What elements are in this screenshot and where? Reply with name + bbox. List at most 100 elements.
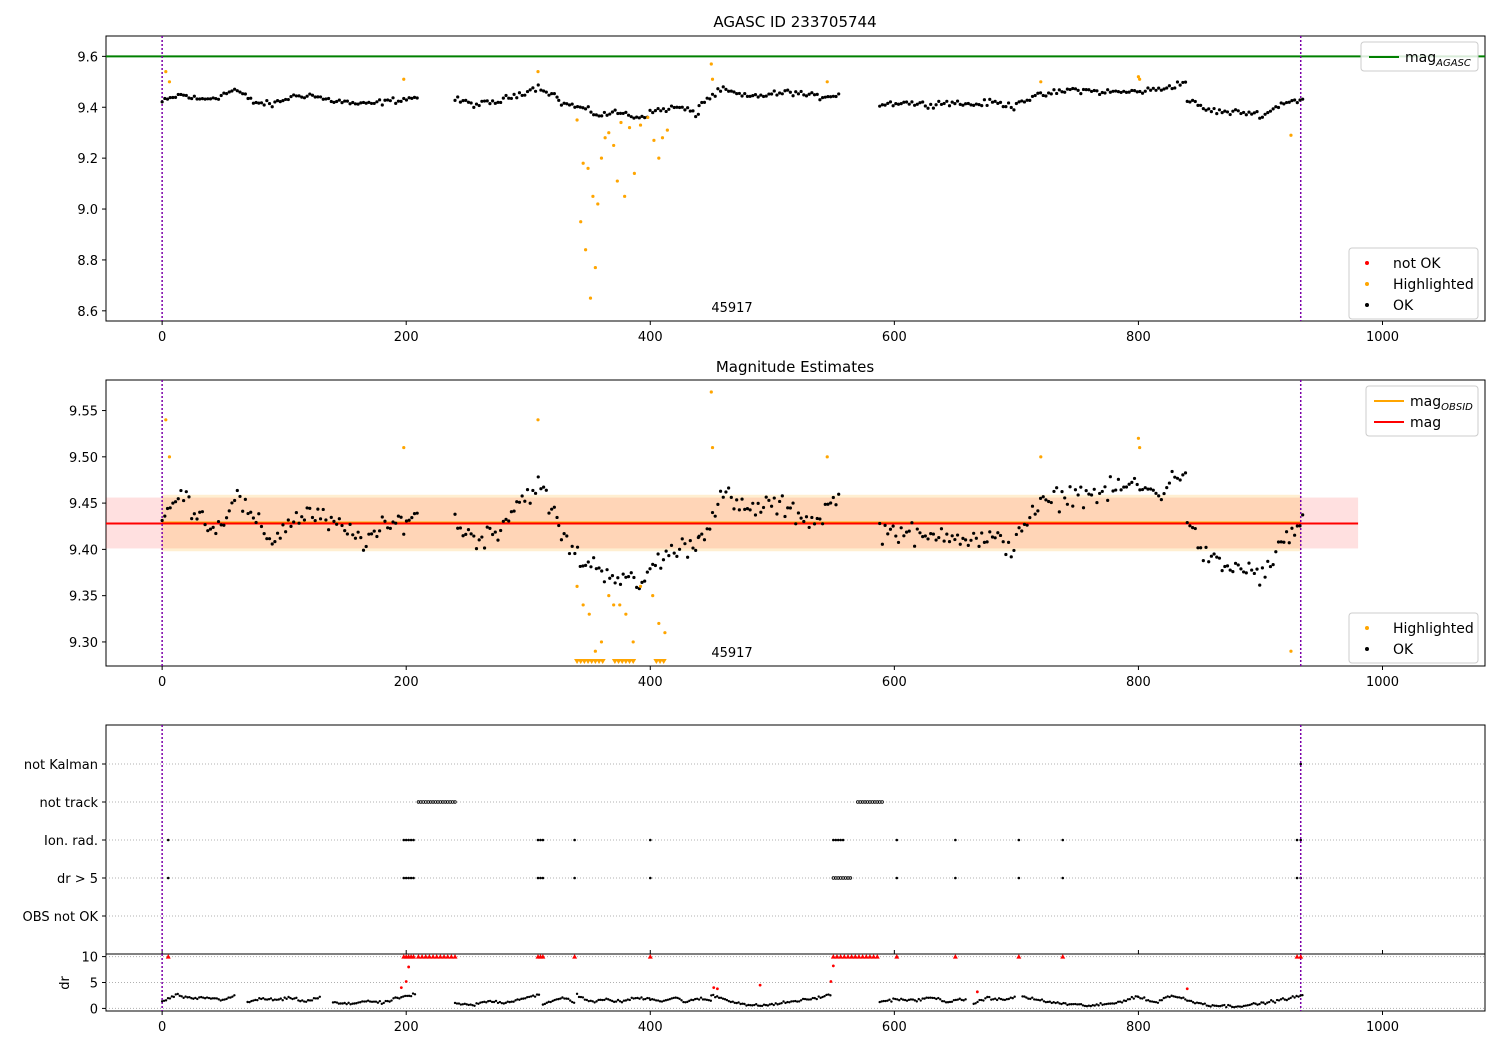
estimates-ok-point <box>1183 471 1188 475</box>
agasc-ok-point <box>575 105 580 109</box>
dr-ok-point <box>1130 995 1134 999</box>
dr-capped-marker <box>423 954 429 959</box>
dr-ok-point <box>958 997 961 1000</box>
dr-ok-point <box>599 998 602 1002</box>
estimates-bottom-legend-dot-swatch <box>1365 626 1369 630</box>
dr-ok-point <box>1158 999 1162 1002</box>
dr-ok-point <box>1187 999 1191 1002</box>
dr-capped-marker <box>441 954 447 959</box>
dr-ok-point <box>316 997 320 1000</box>
dr-ok-point <box>347 1001 350 1004</box>
estimates-ok-point <box>618 582 623 586</box>
agasc-ok-point <box>216 97 221 101</box>
dr-ok-point <box>1001 998 1005 1001</box>
dr-ok-point <box>1126 998 1130 1001</box>
dr-ok-point <box>896 998 899 1001</box>
agasc-ok-point <box>794 90 798 94</box>
dr-ok-point <box>483 1000 486 1004</box>
agasc-ok-point <box>880 103 884 107</box>
agasc-ok-point <box>969 103 973 107</box>
dr-ok-point <box>1281 997 1285 1000</box>
estimates-ok-point <box>602 580 606 584</box>
agasc-ok-point <box>891 104 895 108</box>
dr-ok-point <box>821 995 824 999</box>
dr-ok-point <box>1283 998 1287 1001</box>
estimates-ok-point <box>669 543 674 548</box>
agasc-ok-point <box>525 89 530 94</box>
agasc-ok-point <box>788 90 792 94</box>
dr-ok-point <box>477 1002 480 1005</box>
estimates-ok-point <box>195 517 199 521</box>
dr-ok-point <box>555 998 558 1001</box>
estimates-ok-point <box>402 532 406 536</box>
agasc-ok-point <box>238 90 242 94</box>
dr-red-point <box>1185 987 1189 991</box>
agasc-ok-point <box>1217 108 1222 112</box>
dr-ok-point <box>799 999 803 1002</box>
estimates-ok-point <box>680 537 684 541</box>
estimates-highlighted-point <box>709 390 713 394</box>
dr-capped-marker <box>426 954 432 959</box>
dr-ok-point <box>1128 997 1132 1001</box>
dr-xtick-label: 1000 <box>1366 1020 1399 1035</box>
agasc-ok-point <box>1009 105 1013 110</box>
dr-ok-point <box>1013 995 1016 998</box>
agasc-ok-point <box>1268 109 1273 113</box>
dr-ok-point <box>467 1003 470 1007</box>
estimates-ok-point <box>464 532 468 536</box>
estimates-ok-point <box>1207 560 1211 564</box>
dr-ok-point <box>170 995 174 998</box>
estimates-ok-point <box>1073 488 1078 492</box>
agasc-ok-point <box>1111 89 1115 93</box>
dr-ok-point <box>774 1002 777 1005</box>
estimates-highlighted-point <box>536 418 540 422</box>
estimates-ok-point <box>705 527 709 531</box>
dr-ok-point <box>1211 1004 1214 1007</box>
agasc-ok-point <box>950 100 954 104</box>
estimates-ok-point <box>883 523 887 527</box>
estimates-ok-point <box>713 514 717 518</box>
estimates-ok-point <box>531 488 535 493</box>
agasc-ok-point <box>539 88 543 92</box>
dr-ok-point <box>1277 999 1281 1002</box>
agasc-ok-point <box>308 92 312 96</box>
dr-ok-point <box>1232 1006 1236 1009</box>
dr-ok-point <box>786 1000 789 1004</box>
estimates-bottom-legend-label: OK <box>1393 642 1414 658</box>
dr-capped-marker <box>647 954 653 959</box>
dr-ok-point <box>376 1001 380 1004</box>
dr-ok-point <box>182 996 185 1000</box>
estimates-highlighted-point <box>402 445 406 450</box>
dr-ok-point <box>1258 1002 1261 1006</box>
dr-ok-point <box>1191 1001 1195 1004</box>
dr-ok-point <box>999 997 1003 1001</box>
estimates-ok-point <box>1247 561 1251 565</box>
agasc-ok-point <box>1012 108 1016 112</box>
estimates-ok-point <box>1130 480 1134 484</box>
estimates-ok-point <box>880 542 884 546</box>
dr-ok-point <box>646 996 649 1000</box>
dr-ok-point <box>784 1001 787 1005</box>
agasc-highlighted-point <box>710 77 715 81</box>
estimates-ok-point <box>316 507 320 511</box>
flags-row-label: dr > 5 <box>57 872 98 887</box>
flag-point <box>1061 838 1065 842</box>
dr-ok-point <box>217 998 220 1001</box>
agasc-ok-point <box>523 93 527 97</box>
agasc-ok-point <box>499 100 503 105</box>
agasc-ok-point <box>192 94 196 98</box>
agasc-ok-point <box>597 114 601 118</box>
agasc-bottom-legend-label: not OK <box>1393 256 1441 272</box>
agasc-ok-point <box>651 110 655 115</box>
agasc-ok-point <box>1220 111 1224 115</box>
agasc-ok-point <box>1266 110 1270 115</box>
estimates-ok-point <box>945 532 949 536</box>
estimates-ok-point <box>407 518 411 522</box>
estimates-ok-point <box>786 506 790 510</box>
estimates-ok-point <box>329 515 333 520</box>
agasc-ok-point <box>751 94 755 98</box>
dr-ok-point <box>1085 1004 1089 1008</box>
estimates-ok-point <box>1223 564 1227 569</box>
agasc-highlighted-point <box>627 126 632 130</box>
